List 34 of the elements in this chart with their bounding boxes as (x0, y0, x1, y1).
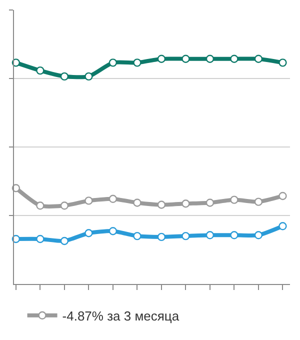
point (133, 198, 142, 207)
point (36, 202, 44, 210)
point (133, 58, 142, 67)
point (278, 58, 287, 67)
point (278, 192, 287, 200)
point (230, 231, 238, 240)
point (84, 72, 93, 81)
point (60, 236, 69, 246)
point (84, 196, 93, 205)
point (254, 198, 263, 206)
point (84, 229, 93, 238)
point (278, 222, 287, 230)
point (182, 200, 190, 208)
point (254, 231, 263, 240)
point (60, 202, 69, 210)
legend-label: -4.87% за 3 месяца (62, 308, 180, 324)
point (108, 226, 118, 236)
point (157, 54, 166, 63)
point (36, 66, 44, 75)
point (206, 54, 214, 63)
point (60, 72, 69, 81)
point (206, 198, 214, 207)
point (254, 54, 263, 63)
point (230, 196, 238, 204)
point (108, 194, 118, 203)
point (157, 232, 166, 242)
point (206, 231, 214, 240)
point (108, 58, 118, 67)
point (230, 54, 238, 63)
point (133, 232, 142, 240)
point (182, 54, 190, 63)
point (182, 232, 190, 240)
point (36, 234, 44, 244)
point (157, 200, 166, 209)
